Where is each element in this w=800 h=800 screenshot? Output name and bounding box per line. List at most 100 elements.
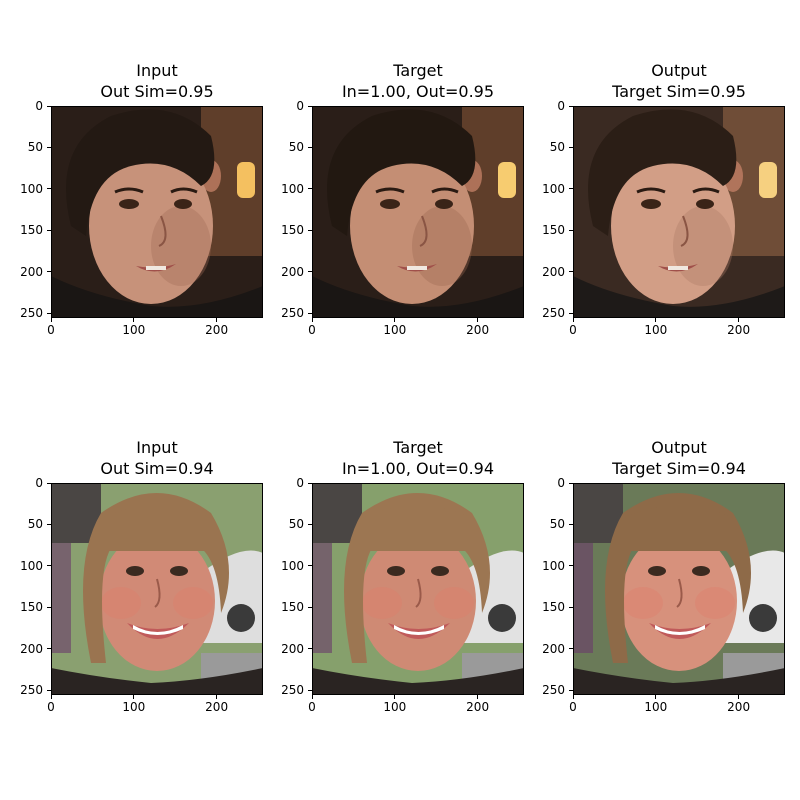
- axes-frame: [312, 106, 524, 318]
- panel-title-line1: Output: [651, 438, 707, 457]
- x-tick-mark: [572, 318, 574, 322]
- panel-title-line1: Target: [393, 438, 443, 457]
- y-tick-mark: [308, 146, 312, 148]
- y-tick-label: 0: [296, 99, 304, 113]
- y-tick-mark: [569, 648, 573, 650]
- x-tick-mark: [311, 318, 313, 322]
- face-photo: [573, 106, 785, 318]
- panel-title: Input Out Sim=0.95: [7, 60, 307, 102]
- axes-frame: [312, 483, 524, 695]
- y-tick-mark: [569, 606, 573, 608]
- y-tick-mark: [47, 105, 51, 107]
- x-tick-mark: [394, 318, 396, 322]
- y-tick-label: 100: [542, 558, 565, 573]
- x-tick-mark: [133, 695, 135, 699]
- image-panel-target-row2: [312, 483, 524, 695]
- y-tick-label: 50: [288, 140, 304, 155]
- y-tick-mark: [47, 689, 51, 691]
- y-tick-label: 150: [281, 223, 304, 238]
- x-tick-mark: [655, 695, 657, 699]
- axes-frame: [51, 106, 263, 318]
- x-tick-mark: [50, 318, 52, 322]
- y-tick-mark: [569, 271, 573, 273]
- panel-title: Target In=1.00, Out=0.94: [268, 437, 568, 479]
- panel-title: Output Target Sim=0.94: [529, 437, 800, 479]
- x-tick-mark: [655, 318, 657, 322]
- y-tick-mark: [308, 105, 312, 107]
- y-tick-mark: [308, 689, 312, 691]
- y-tick-label: 0: [296, 476, 304, 490]
- x-tick-label: 0: [569, 700, 577, 714]
- y-tick-mark: [569, 312, 573, 314]
- y-tick-mark: [308, 229, 312, 231]
- x-tick-label: 100: [383, 700, 407, 714]
- y-tick-label: 150: [20, 600, 43, 615]
- axes-frame: [573, 106, 785, 318]
- y-tick-mark: [47, 648, 51, 650]
- y-tick-mark: [308, 648, 312, 650]
- x-tick-label: 200: [205, 323, 229, 337]
- y-tick-mark: [569, 146, 573, 148]
- panel-title-line2: In=1.00, Out=0.95: [341, 82, 495, 101]
- x-tick-label: 100: [644, 323, 668, 337]
- y-tick-mark: [308, 606, 312, 608]
- face-photo: [573, 483, 785, 695]
- y-tick-mark: [569, 105, 573, 107]
- y-tick-mark: [47, 271, 51, 273]
- x-tick-mark: [738, 318, 740, 322]
- x-tick-label: 0: [308, 323, 316, 337]
- y-tick-label: 0: [557, 476, 565, 490]
- face-photo: [312, 483, 524, 695]
- y-tick-mark: [47, 312, 51, 314]
- y-tick-label: 100: [281, 558, 304, 573]
- y-tick-mark: [569, 689, 573, 691]
- y-tick-mark: [308, 271, 312, 273]
- y-tick-mark: [47, 188, 51, 190]
- y-tick-label: 200: [542, 264, 565, 279]
- y-tick-label: 0: [35, 476, 43, 490]
- axes-frame: [573, 483, 785, 695]
- y-tick-label: 200: [20, 641, 43, 656]
- x-tick-mark: [477, 318, 479, 322]
- x-tick-label: 100: [122, 700, 146, 714]
- x-tick-label: 200: [727, 700, 751, 714]
- y-tick-label: 100: [20, 181, 43, 196]
- y-tick-mark: [47, 523, 51, 525]
- image-panel-output-row1: [573, 106, 785, 318]
- y-tick-label: 250: [281, 306, 304, 321]
- y-tick-mark: [569, 523, 573, 525]
- face-photo: [51, 106, 263, 318]
- y-tick-mark: [47, 229, 51, 231]
- y-tick-label: 250: [542, 683, 565, 698]
- y-tick-label: 150: [542, 223, 565, 238]
- y-tick-mark: [308, 482, 312, 484]
- y-tick-label: 50: [549, 140, 565, 155]
- panel-title-line2: In=1.00, Out=0.94: [341, 459, 495, 478]
- x-tick-mark: [216, 318, 218, 322]
- axes-frame: [51, 483, 263, 695]
- y-tick-label: 200: [542, 641, 565, 656]
- x-tick-mark: [477, 695, 479, 699]
- y-tick-mark: [569, 188, 573, 190]
- panel-title-line1: Target: [393, 61, 443, 80]
- y-tick-label: 50: [27, 140, 43, 155]
- panel-title: Target In=1.00, Out=0.95: [268, 60, 568, 102]
- y-tick-mark: [308, 312, 312, 314]
- y-tick-mark: [308, 188, 312, 190]
- y-tick-label: 250: [542, 306, 565, 321]
- y-tick-label: 50: [27, 517, 43, 532]
- x-tick-label: 200: [466, 700, 490, 714]
- panel-title: Input Out Sim=0.94: [7, 437, 307, 479]
- y-tick-label: 0: [557, 99, 565, 113]
- x-tick-mark: [50, 695, 52, 699]
- panel-title-line2: Out Sim=0.94: [100, 459, 214, 478]
- panel-title-line2: Target Sim=0.94: [612, 459, 746, 478]
- y-tick-label: 50: [288, 517, 304, 532]
- y-tick-label: 50: [549, 517, 565, 532]
- y-tick-label: 250: [20, 306, 43, 321]
- panel-title-line2: Target Sim=0.95: [612, 82, 746, 101]
- panel-title: Output Target Sim=0.95: [529, 60, 800, 102]
- panel-title-line1: Output: [651, 61, 707, 80]
- panel-title-line1: Input: [136, 61, 178, 80]
